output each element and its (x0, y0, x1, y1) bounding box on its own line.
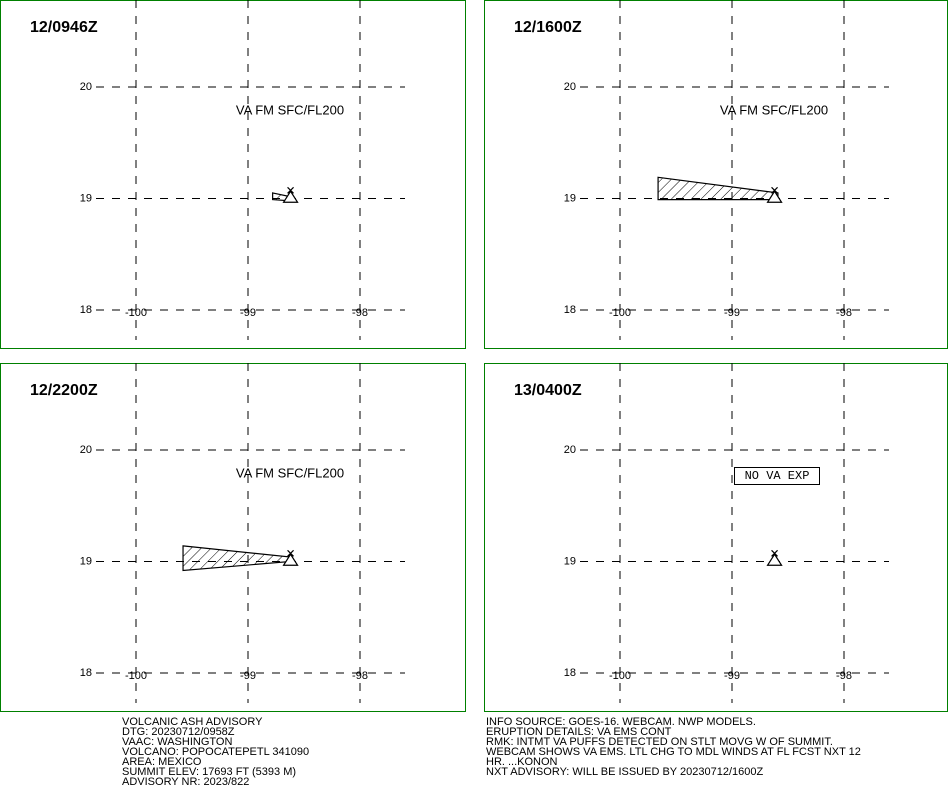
advisory-line: INFO SOURCE: GOES-16. WEBCAM. NWP MODELS… (486, 716, 756, 728)
lat-label: 20 (80, 81, 92, 93)
note-box (734, 467, 820, 485)
volcano-marker (766, 549, 783, 566)
ash-note: VA FM SFC/FL200 (236, 465, 344, 480)
lat-label: 18 (564, 667, 576, 679)
panel-frame (484, 363, 948, 712)
advisory-line: SUMMIT ELEV: 17693 FT (5393 M) (122, 766, 296, 778)
lon-label: -99 (724, 670, 740, 682)
advisory-line: HR. ...KONON (486, 756, 558, 768)
ash-area (657, 176, 779, 201)
lat-label: 18 (80, 667, 92, 679)
valid-time: 12/1600Z (514, 19, 582, 36)
lon-label: -99 (240, 307, 256, 319)
advisory-line: DTG: 20230712/0958Z (122, 726, 235, 738)
lon-label: -99 (240, 670, 256, 682)
map-panel: 12/0946Z -100 -99 -98 20 19 18 VA FM SFC/FL200 (0, 0, 466, 349)
lon-label: -99 (724, 307, 740, 319)
advisory-line: ERUPTION DETAILS: VA EMS CONT (486, 726, 672, 738)
ash-area (182, 545, 292, 572)
advisory-line: RMK: INTMT VA PUFFS DETECTED ON STLT MOV… (486, 736, 833, 748)
lon-label: -100 (609, 670, 631, 682)
advisory-line: ADVISORY NR: 2023/822 (122, 776, 249, 788)
lon-label: -100 (125, 307, 147, 319)
ash-note: VA FM SFC/FL200 (236, 102, 344, 117)
ash-note: NO VA EXP (745, 469, 810, 483)
advisory-line: WEBCAM SHOWS VA EMS. LTL CHG TO MDL WIND… (486, 746, 861, 758)
lon-label: -98 (352, 670, 368, 682)
lat-label: 19 (564, 555, 576, 567)
lon-label: -98 (836, 307, 852, 319)
lat-label: 19 (564, 192, 576, 204)
advisory-line: VOLCANIC ASH ADVISORY (122, 716, 263, 728)
map-panel: 12/1600Z -100 -99 -98 20 19 18 VA FM SFC/FL200 (484, 0, 948, 349)
valid-time: 13/0400Z (514, 382, 582, 399)
valid-time: 12/2200Z (30, 382, 98, 399)
panel-frame (484, 0, 948, 349)
advisory-line: NXT ADVISORY: WILL BE ISSUED BY 20230712… (486, 766, 763, 778)
lon-label: -98 (836, 670, 852, 682)
volcano-marker (282, 186, 299, 203)
map-panel: 12/2200Z -100 -99 -98 20 19 18 VA FM SFC/FL200 (0, 363, 466, 712)
panel-frame (0, 0, 466, 349)
lon-label: -100 (125, 670, 147, 682)
lon-label: -100 (609, 307, 631, 319)
lat-label: 19 (80, 555, 92, 567)
lat-label: 18 (564, 304, 576, 316)
lat-label: 19 (80, 192, 92, 204)
ash-note: VA FM SFC/FL200 (720, 102, 828, 117)
panel-frame (0, 363, 466, 712)
map-panel: 13/0400Z -100 -99 -98 20 19 18 NO VA EXP (484, 363, 948, 712)
advisory-line: VAAC: WASHINGTON (122, 736, 232, 748)
volcano-marker (766, 186, 783, 203)
lat-label: 20 (564, 444, 576, 456)
advisory-line: AREA: MEXICO (122, 756, 202, 768)
lat-label: 20 (564, 81, 576, 93)
volcano-marker (282, 549, 299, 566)
advisory-line: VOLCANO: POPOCATEPETL 341090 (122, 746, 309, 758)
lat-label: 20 (80, 444, 92, 456)
lat-label: 18 (80, 304, 92, 316)
lon-label: -98 (352, 307, 368, 319)
valid-time: 12/0946Z (30, 19, 98, 36)
